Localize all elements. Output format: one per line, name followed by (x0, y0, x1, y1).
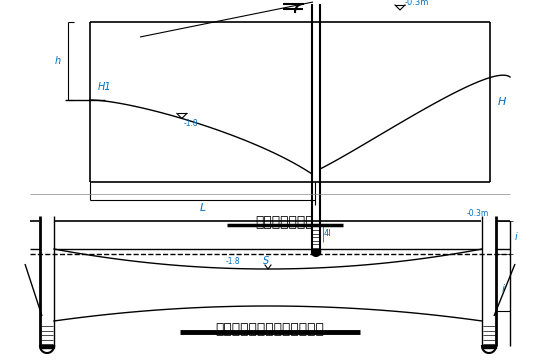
Text: i: i (515, 232, 518, 243)
Text: H: H (498, 97, 507, 107)
Text: S: S (263, 256, 269, 266)
Text: -1.8: -1.8 (225, 257, 240, 265)
Bar (40, 345, 54, 348)
Text: h: h (55, 56, 61, 66)
Text: -0.3m: -0.3m (405, 0, 429, 7)
Text: -0.3m: -0.3m (467, 209, 489, 218)
Bar (312, 250, 320, 254)
Text: L: L (199, 203, 206, 213)
Text: 4l: 4l (324, 230, 332, 239)
Text: i: i (502, 283, 504, 294)
Text: H1: H1 (98, 82, 111, 92)
Bar (482, 345, 496, 348)
Text: -1.8: -1.8 (184, 119, 198, 129)
Text: 承压水完整井涌水量计算简图: 承压水完整井涌水量计算简图 (215, 322, 324, 336)
Text: 井点管理设深度: 井点管理设深度 (256, 215, 314, 229)
